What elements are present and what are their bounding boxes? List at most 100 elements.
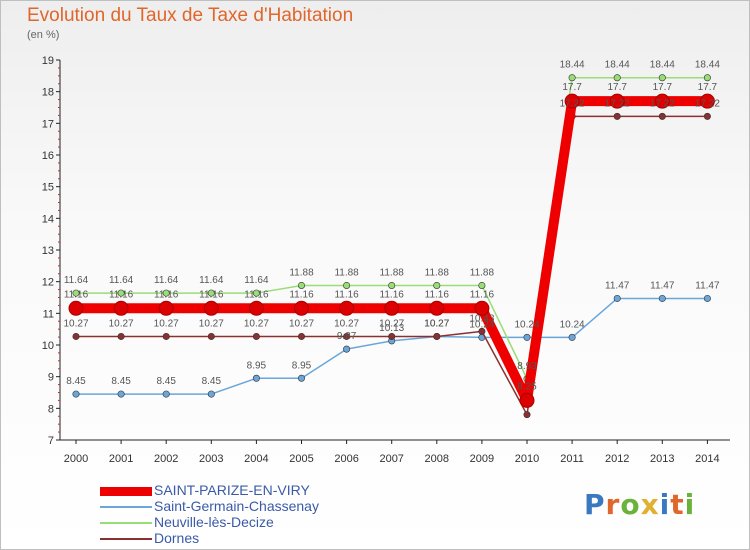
series-point-2 (703, 74, 711, 82)
data-label-0: 11.16 (470, 289, 495, 300)
series-point-0 (294, 300, 309, 316)
data-label-2: 11.64 (199, 275, 224, 286)
data-label-1: 11.47 (605, 280, 630, 291)
data-label-2: 18.44 (560, 60, 585, 71)
legend-label: SAINT-PARIZE-EN-VIRY (154, 482, 310, 498)
legend-swatch (100, 506, 152, 508)
logo-letter: i (684, 488, 696, 521)
data-label-3: 10.27 (109, 318, 134, 329)
series-point-2 (478, 281, 486, 289)
data-label-0: 17.7 (562, 82, 582, 93)
data-label-2: 11.64 (109, 275, 134, 286)
data-label-0: 11.16 (334, 289, 359, 300)
series-line-3 (75, 115, 709, 416)
series-point-1 (658, 294, 666, 302)
data-label-3: 10.27 (424, 318, 449, 329)
y-tick-label: 18 (42, 87, 54, 99)
chart-unit: (en %) (27, 29, 60, 41)
x-tick-label: 2013 (650, 453, 674, 465)
series-point-0 (339, 300, 355, 316)
series-point-0 (474, 300, 490, 316)
series-point-2 (162, 289, 170, 297)
x-tick-label: 2004 (244, 453, 268, 465)
series-point-0 (68, 300, 84, 316)
data-label-3: 17.22 (560, 98, 585, 109)
series-point-0 (203, 300, 219, 316)
series-point-3 (343, 332, 351, 340)
data-label-0: 11.16 (380, 289, 405, 300)
data-label-0: 11.16 (199, 289, 224, 300)
x-tick-label: 2002 (154, 453, 178, 465)
logo-letter: t (670, 488, 685, 521)
series-point-0 (699, 93, 715, 109)
logo-letter: i (659, 488, 671, 521)
series-point-1 (703, 294, 711, 302)
data-label-0: 11.16 (109, 289, 134, 300)
series-point-0 (158, 300, 174, 316)
data-label-0: 11.16 (154, 289, 179, 300)
series-point-3 (252, 332, 260, 340)
series-point-0 (609, 93, 625, 109)
series-point-1 (117, 390, 125, 398)
x-tick-label: 2011 (560, 453, 584, 465)
series-point-3 (658, 112, 666, 120)
series-point-0 (248, 300, 264, 316)
data-label-0: 17.7 (607, 82, 627, 93)
data-label-1: 11.47 (650, 280, 675, 291)
series-point-3 (523, 411, 531, 419)
series-point-3 (72, 332, 80, 340)
x-tick-label: 2009 (470, 453, 494, 465)
data-label-3: 10.27 (199, 318, 224, 329)
data-label-1: 8.95 (292, 360, 312, 371)
data-label-3: 10.27 (244, 318, 269, 329)
series-point-0 (564, 93, 580, 109)
data-label-3: 17.22 (650, 98, 675, 109)
y-tick-label: 13 (42, 245, 54, 257)
data-label-2: 11.64 (244, 275, 269, 286)
y-tick-label: 16 (42, 150, 54, 162)
y-tick-label: 17 (42, 118, 54, 130)
data-label-1: 8.45 (66, 376, 86, 387)
x-tick-label: 2012 (605, 453, 629, 465)
data-label-3: 10.27 (334, 318, 359, 329)
series-point-3 (433, 332, 441, 340)
chart-title: Evolution du Taux de Taxe d'Habitation (27, 5, 354, 26)
series-point-0 (519, 392, 535, 408)
data-label-0: 11.16 (244, 289, 269, 300)
data-label-0: 17.7 (698, 82, 718, 93)
legend-label: Neuville-lès-Decize (154, 514, 274, 530)
y-tick-label: 9 (48, 372, 54, 384)
series-point-2 (207, 289, 215, 297)
series-point-0 (113, 300, 129, 316)
series-point-2 (252, 289, 260, 297)
data-label-3: 17.22 (695, 98, 720, 109)
logo-letter: P (584, 488, 606, 521)
legend-label: Dornes (154, 530, 200, 546)
series-point-2 (72, 289, 80, 297)
series-point-3 (162, 332, 170, 340)
series-point-1 (72, 390, 80, 398)
y-tick-label: 8 (48, 403, 54, 415)
data-label-3: 10.27 (289, 318, 314, 329)
series-point-3 (613, 112, 621, 120)
series-point-2 (568, 74, 576, 82)
data-label-0: 11.16 (289, 289, 314, 300)
data-label-0: 8.25 (517, 381, 537, 392)
series-point-2 (433, 281, 441, 289)
x-tick-label: 2014 (695, 453, 719, 465)
series-point-1 (207, 390, 215, 398)
data-label-2: 18.44 (650, 60, 675, 71)
series-line-0 (71, 96, 713, 406)
data-label-3: 10.27 (154, 318, 179, 329)
legend-swatch (100, 522, 152, 524)
data-label-1: 8.45 (202, 376, 222, 387)
logo-letter: x (640, 488, 660, 521)
data-label-1: 10.24 (560, 319, 585, 330)
data-label-1: 10.24 (469, 319, 494, 330)
data-label-0: 11.16 (64, 289, 89, 300)
logo-letter: r (605, 488, 621, 521)
series-point-1 (252, 374, 260, 382)
data-label-1: 10.27 (424, 318, 449, 329)
